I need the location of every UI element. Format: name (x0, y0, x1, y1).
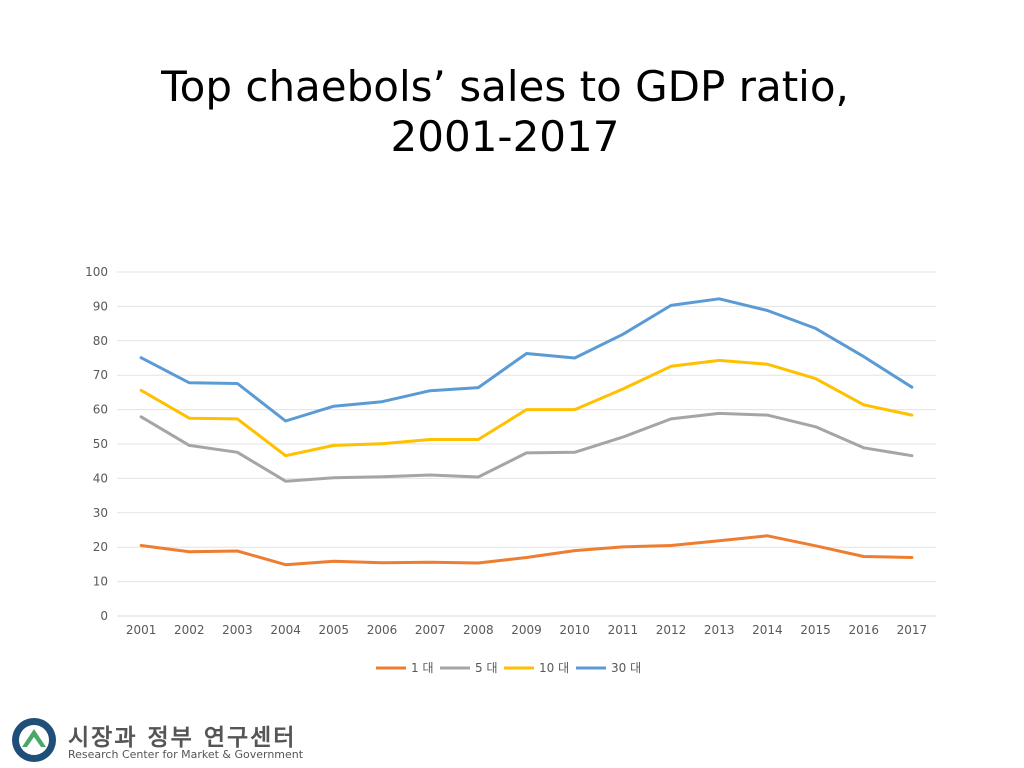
y-tick-label: 50 (93, 437, 108, 451)
series-line-3 (139, 358, 914, 458)
y-tick-label: 60 (93, 403, 108, 417)
logo-emblem-icon (12, 718, 56, 762)
x-tick-label: 2012 (656, 623, 687, 637)
y-tick-label: 40 (93, 471, 108, 485)
x-tick-label: 2016 (848, 623, 879, 637)
series-line-2 (139, 411, 914, 483)
slide-title: Top chaebols’ sales to GDP ratio, 2001-2… (0, 62, 1010, 162)
slide-title-line1: Top chaebols’ sales to GDP ratio, (161, 62, 849, 111)
series-line-4 (139, 297, 914, 423)
x-tick-label: 2015 (800, 623, 831, 637)
line-chart: 0 10 20 30 40 50 60 70 80 90 100 2001 2002 2003 2004 20… (85, 265, 936, 675)
x-tick-label: 2005 (319, 623, 350, 637)
y-tick-label: 80 (93, 334, 108, 348)
x-tick-label: 2017 (897, 623, 928, 637)
legend-label-3: 10 대 (539, 661, 569, 675)
x-tick-label: 2010 (559, 623, 590, 637)
y-tick-label: 100 (85, 265, 108, 279)
slide-title-line2: 2001-2017 (390, 112, 620, 161)
x-tick-label: 2014 (752, 623, 783, 637)
x-tick-label: 2013 (704, 623, 735, 637)
x-tick-label: 2003 (222, 623, 253, 637)
x-tick-label: 2011 (608, 623, 639, 637)
y-tick-label: 10 (93, 575, 108, 589)
legend-label-1: 1 대 (411, 661, 434, 675)
x-tick-label: 2008 (463, 623, 494, 637)
organization-logo: 시장과 정부 연구센터 Research Center for Market &… (10, 716, 303, 764)
x-tick-label: 2001 (126, 623, 157, 637)
y-tick-label: 70 (93, 368, 108, 382)
x-tick-label: 2004 (270, 623, 301, 637)
series-line-1 (139, 534, 914, 567)
y-tick-label: 30 (93, 506, 108, 520)
x-tick-label: 2002 (174, 623, 205, 637)
logo-text-korean: 시장과 정부 연구센터 (68, 725, 297, 751)
logo-text-english: Research Center for Market & Government (68, 748, 304, 761)
y-tick-label: 90 (93, 299, 108, 313)
x-tick-label: 2009 (511, 623, 542, 637)
y-tick-label: 20 (93, 540, 108, 554)
x-tick-label: 2007 (415, 623, 446, 637)
legend-label-2: 5 대 (475, 661, 498, 675)
legend-label-4: 30 대 (611, 661, 641, 675)
y-tick-label: 0 (100, 609, 108, 623)
x-tick-label: 2006 (367, 623, 398, 637)
